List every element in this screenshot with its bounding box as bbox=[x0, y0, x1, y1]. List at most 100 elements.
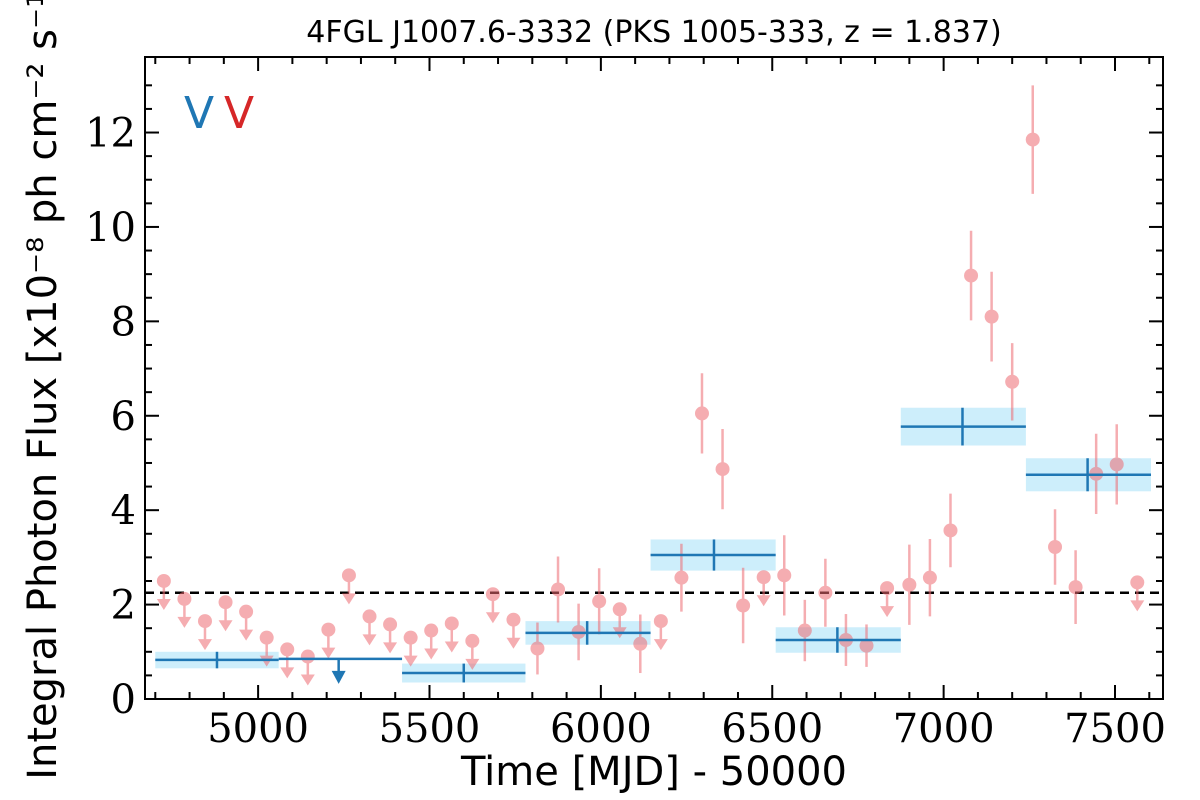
fine-data-point bbox=[530, 622, 545, 675]
upper-limit-point bbox=[756, 570, 771, 585]
upper-limit-point bbox=[239, 604, 254, 619]
y-tick-label: 12 bbox=[85, 111, 136, 157]
x-tick-label: 5000 bbox=[207, 706, 309, 752]
upper-limit-point bbox=[341, 568, 356, 583]
fine-data-point bbox=[1048, 509, 1063, 585]
data-marker bbox=[1025, 132, 1040, 147]
upper-limit-point bbox=[612, 602, 627, 617]
upper-limit-arrow bbox=[280, 667, 295, 679]
upper-limit-point bbox=[1130, 575, 1145, 590]
data-marker bbox=[818, 585, 833, 600]
chart-title: 4FGL J1007.6-3332 (PKS 1005-333, z = 1.8… bbox=[306, 15, 1001, 50]
x-tick-label: 5500 bbox=[379, 706, 481, 752]
upper-limit-point bbox=[424, 623, 439, 638]
fine-upper-limit bbox=[756, 570, 771, 607]
upper-limit-arrow bbox=[1130, 600, 1145, 612]
upper-limit-arrow bbox=[653, 639, 668, 651]
fine-upper-limit bbox=[156, 573, 171, 610]
data-marker bbox=[922, 570, 937, 585]
fine-upper-limit bbox=[341, 568, 356, 605]
upper-limit-arrow bbox=[465, 658, 480, 670]
marker-v-red: V bbox=[224, 88, 254, 139]
upper-limit-arrow bbox=[880, 606, 895, 618]
data-marker bbox=[902, 577, 917, 592]
data-marker bbox=[1005, 374, 1020, 389]
fine-data-point bbox=[715, 428, 730, 510]
fine-upper-limit bbox=[444, 616, 459, 653]
fine-upper-limit bbox=[321, 622, 336, 659]
upper-limit-point bbox=[383, 617, 398, 632]
upper-limit-point bbox=[218, 595, 233, 610]
data-marker bbox=[694, 406, 709, 421]
upper-limit-point bbox=[177, 591, 192, 606]
data-marker bbox=[736, 598, 751, 613]
data-marker bbox=[530, 641, 545, 656]
x-tick-label: 7500 bbox=[1064, 706, 1166, 752]
fine-upper-limit bbox=[259, 630, 274, 667]
upper-limit-point bbox=[403, 630, 418, 645]
y-tick-label: 8 bbox=[111, 299, 136, 345]
fine-upper-limit bbox=[239, 604, 254, 641]
fine-upper-limit bbox=[506, 612, 521, 649]
fine-data-point bbox=[1005, 343, 1020, 421]
data-marker bbox=[674, 570, 689, 585]
fine-data-point bbox=[922, 538, 937, 617]
fine-upper-limit bbox=[465, 633, 480, 670]
upper-limit-arrow bbox=[177, 616, 192, 628]
upper-limit-point bbox=[362, 609, 377, 624]
upper-limit-arrow bbox=[485, 612, 500, 624]
upper-limit-point bbox=[280, 642, 295, 657]
tick-labels: 5000 5500 6000 6500 7000 7500 0 2 4 6 8 10 12 bbox=[85, 111, 1166, 752]
fine-upper-limit bbox=[424, 623, 439, 660]
fine-data-point bbox=[943, 493, 958, 568]
upper-limit-arrow bbox=[362, 634, 377, 646]
data-marker bbox=[943, 523, 958, 538]
upper-limit-point bbox=[300, 649, 315, 664]
fine-data-point bbox=[1025, 85, 1040, 194]
data-marker bbox=[859, 638, 874, 653]
upper-limit-point bbox=[485, 587, 500, 602]
data-marker bbox=[964, 268, 979, 283]
upper-limit-arrow bbox=[341, 593, 356, 605]
axes-frame bbox=[144, 56, 1164, 700]
fine-data-point bbox=[736, 567, 751, 644]
fine-data-point bbox=[551, 556, 566, 623]
x-tick-label: 6000 bbox=[550, 706, 652, 752]
data-marker bbox=[797, 623, 812, 638]
upper-limit-arrow bbox=[383, 642, 398, 654]
coarse-upper-limit-arrow bbox=[331, 670, 346, 684]
upper-limit-point bbox=[506, 612, 521, 627]
upper-limit-point bbox=[444, 616, 459, 631]
data-marker bbox=[1068, 580, 1083, 595]
marker-v-blue: V bbox=[184, 88, 214, 139]
data-marker bbox=[633, 636, 648, 651]
fine-upper-limit bbox=[218, 595, 233, 632]
fine-data-point bbox=[777, 535, 792, 616]
fine-upper-limit bbox=[177, 591, 192, 628]
fine-upper-limit bbox=[197, 614, 212, 651]
upper-limit-point bbox=[259, 630, 274, 645]
x-axis-label: Time [MJD] - 50000 bbox=[460, 749, 847, 795]
upper-limit-arrow bbox=[321, 647, 336, 659]
y-tick-label: 10 bbox=[85, 205, 136, 251]
upper-limit-arrow bbox=[506, 637, 521, 649]
y-tick-label: 2 bbox=[111, 583, 136, 629]
data-marker bbox=[1048, 539, 1063, 554]
fine-data-point bbox=[859, 624, 874, 667]
fine-data-point bbox=[694, 373, 709, 454]
fine-upper-limit bbox=[383, 617, 398, 654]
upper-limit-point bbox=[653, 614, 668, 629]
upper-limit-point bbox=[321, 622, 336, 637]
upper-limit-point bbox=[197, 614, 212, 629]
upper-limit-arrow bbox=[300, 674, 315, 686]
y-tick-label: 4 bbox=[111, 488, 136, 534]
upper-limit-arrow bbox=[424, 648, 439, 660]
fine-data-point bbox=[964, 230, 979, 321]
fine-upper-limit bbox=[485, 587, 500, 624]
upper-limit-arrow bbox=[197, 639, 212, 651]
data-marker bbox=[592, 594, 607, 609]
data-marker bbox=[984, 309, 999, 324]
y-tick-label: 0 bbox=[111, 677, 136, 723]
axis-ticks bbox=[145, 57, 1163, 700]
